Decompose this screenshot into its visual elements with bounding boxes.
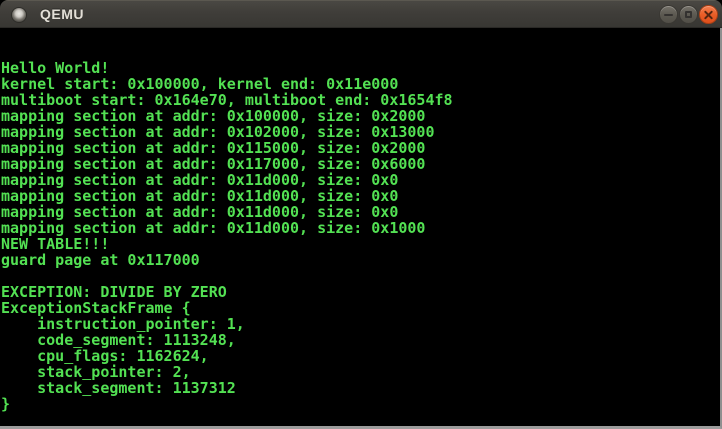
terminal-line: mapping section at addr: 0x11d000, size:… bbox=[1, 172, 399, 188]
terminal-line: } bbox=[1, 396, 11, 412]
terminal-line: Hello World! bbox=[1, 60, 110, 76]
window-title: QEMU bbox=[40, 6, 84, 22]
terminal-line: mapping section at addr: 0x11d000, size:… bbox=[1, 204, 399, 220]
terminal-line: mapping section at addr: 0x115000, size:… bbox=[1, 140, 426, 156]
terminal-line: ExceptionStackFrame { bbox=[1, 300, 191, 316]
terminal-line: guard page at 0x117000 bbox=[1, 252, 200, 268]
terminal-line: cpu_flags: 1162624, bbox=[1, 348, 209, 364]
terminal-line: EXCEPTION: DIVIDE BY ZERO bbox=[1, 284, 227, 300]
terminal-line: code_segment: 1113248, bbox=[1, 332, 236, 348]
titlebar[interactable]: QEMU bbox=[0, 0, 722, 28]
terminal-line: mapping section at addr: 0x102000, size:… bbox=[1, 124, 435, 140]
terminal-line: stack_segment: 1137312 bbox=[1, 380, 236, 396]
minimize-button[interactable] bbox=[659, 5, 678, 24]
close-button[interactable] bbox=[699, 5, 718, 24]
terminal-line: mapping section at addr: 0x100000, size:… bbox=[1, 108, 426, 124]
terminal-line: mapping section at addr: 0x11d000, size:… bbox=[1, 188, 399, 204]
maximize-icon bbox=[685, 11, 692, 18]
terminal-line: mapping section at addr: 0x117000, size:… bbox=[1, 156, 426, 172]
terminal-line: mapping section at addr: 0x11d000, size:… bbox=[1, 220, 426, 236]
terminal-line: instruction_pointer: 1, bbox=[1, 316, 245, 332]
terminal-line: stack_pointer: 2, bbox=[1, 364, 191, 380]
terminal-line bbox=[1, 28, 720, 44]
terminal-line: multiboot start: 0x164e70, multiboot end… bbox=[1, 92, 453, 108]
terminal-display[interactable]: Hello World! kernel start: 0x100000, kern… bbox=[0, 28, 722, 429]
window-controls bbox=[659, 5, 718, 24]
terminal-line: NEW TABLE!!! bbox=[1, 236, 110, 252]
minimize-icon bbox=[664, 13, 673, 16]
terminal-line bbox=[1, 44, 720, 60]
maximize-button[interactable] bbox=[679, 5, 698, 24]
terminal-line bbox=[1, 268, 720, 284]
close-icon bbox=[703, 9, 714, 20]
qemu-app-icon bbox=[12, 8, 26, 22]
terminal-line: kernel start: 0x100000, kernel end: 0x11… bbox=[1, 76, 399, 92]
